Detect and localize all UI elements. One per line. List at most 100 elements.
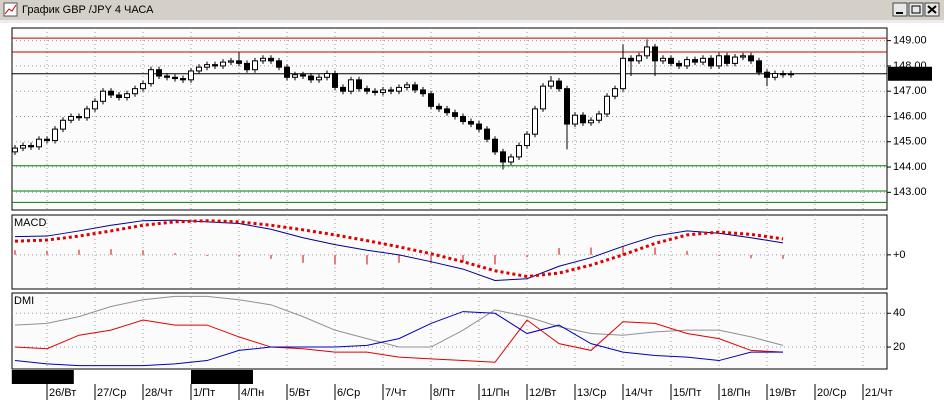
candle-body [588, 119, 594, 124]
candle-body [692, 59, 698, 63]
indicator-line [14, 319, 784, 363]
indicator-line [14, 311, 783, 367]
candle-body [84, 108, 90, 119]
candle-body [308, 75, 314, 81]
candle-body [332, 73, 338, 88]
candle-body [156, 69, 162, 77]
x-tick-label: 19/Вт [769, 387, 796, 399]
x-tick-label: 1/Пт [193, 387, 215, 399]
candle-body [716, 55, 722, 67]
y-tick-label: 147.00 [893, 85, 927, 97]
candle-body [636, 55, 642, 62]
candle-body [356, 79, 362, 90]
candle-body [204, 64, 210, 68]
candle-body [604, 95, 610, 115]
x-tick-label: 4/Пн [241, 387, 264, 399]
indicator-line [14, 219, 784, 281]
candle-body [684, 59, 690, 67]
x-tick-label: 13/Ср [577, 387, 606, 399]
candle-body [68, 115, 74, 121]
candle-body [236, 60, 242, 64]
x-tick-label: 26/Вт [49, 387, 76, 399]
month-box [191, 370, 253, 384]
candle-body [780, 73, 786, 76]
candle-body [676, 62, 682, 67]
candle-body [556, 80, 562, 90]
candle-body [772, 73, 778, 78]
candle-body [108, 90, 114, 96]
candle-body [300, 74, 306, 77]
candle-body [468, 121, 474, 125]
candle-body [444, 108, 450, 114]
candle-body [148, 69, 154, 85]
x-tick-label: 5/Вт [289, 387, 310, 399]
candle-body [612, 88, 618, 97]
candle-body [580, 114, 586, 124]
candle-body [428, 93, 434, 107]
candle-body [548, 80, 554, 87]
candle-body [572, 114, 578, 125]
candle-body [92, 100, 98, 110]
maximize-glyph [911, 5, 921, 14]
x-tick-label: 18/Пн [721, 387, 750, 399]
x-tick-label: 28/Чт [145, 387, 173, 399]
panel-title: MACD [14, 217, 46, 229]
last-price-box [888, 66, 932, 81]
month-label: Мар 2019 [195, 371, 244, 383]
candle-body [252, 60, 258, 71]
candle-body [244, 62, 250, 71]
candle-body [140, 83, 146, 90]
window-buttons[interactable] [892, 2, 940, 17]
month-box [11, 370, 74, 384]
last-price-label: 147.69 [891, 68, 925, 80]
candle-body [660, 57, 666, 62]
candle-body [316, 76, 322, 81]
window-title: График GBP /JPY 4 ЧАСА [22, 4, 154, 16]
candle-body [172, 76, 178, 80]
candle-body [516, 145, 522, 158]
candle-body [668, 57, 674, 64]
candle-body [460, 115, 466, 123]
x-tick-label: 8/Пт [433, 387, 455, 399]
candle-body [436, 105, 442, 110]
separator [0, 20, 944, 23]
candle-body [340, 86, 346, 92]
candle-body [396, 86, 402, 92]
candle-body [756, 60, 762, 73]
candle-body [724, 55, 730, 64]
candle-body [196, 66, 202, 72]
candle-body [452, 112, 458, 117]
candle-body [12, 147, 18, 153]
candle-body [76, 115, 82, 119]
candle-body [596, 113, 602, 121]
y-tick-label: 149.00 [893, 35, 927, 47]
candle-body [540, 85, 546, 110]
indicator-line [14, 295, 784, 348]
x-tick-label: 6/Ср [337, 387, 360, 399]
candle-body [748, 55, 754, 62]
x-tick-label: 14/Чт [625, 387, 653, 399]
candle-body [652, 46, 658, 62]
month-label: Фев 2019 [16, 371, 64, 383]
minimize-button[interactable] [892, 2, 908, 17]
candle-body [620, 57, 626, 90]
close-glyph [927, 5, 937, 14]
x-tick-label: 15/Пт [673, 387, 701, 399]
candle-body [508, 156, 514, 163]
candle-body [44, 138, 50, 141]
window-icon-line [4, 4, 17, 15]
x-tick-label: 12/Вт [529, 387, 556, 399]
candle-body [132, 88, 138, 95]
candle-body [412, 84, 418, 91]
candle-body [380, 89, 386, 93]
candle-body [700, 57, 706, 63]
candle-body [532, 108, 538, 135]
x-tick-label: 20/Ср [817, 387, 846, 399]
candle-body [740, 55, 746, 58]
maximize-button[interactable] [908, 2, 924, 17]
candle-body [324, 73, 330, 78]
y-tick-label: 40 [893, 307, 905, 319]
candle-body [116, 94, 122, 99]
x-tick-label: 21/Чт [865, 387, 893, 399]
